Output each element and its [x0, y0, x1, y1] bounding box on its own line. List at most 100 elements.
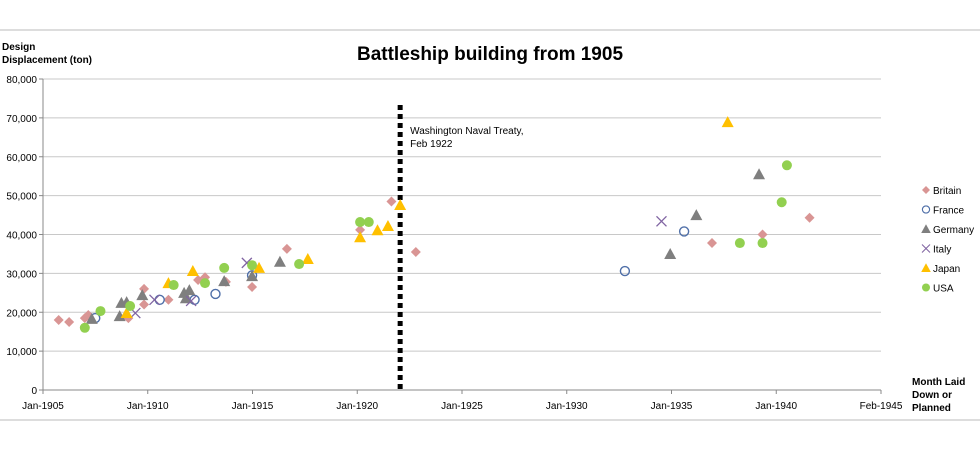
- legend-label: France: [933, 206, 965, 217]
- legend-marker-usa: [922, 283, 930, 292]
- data-point-britain: [281, 243, 292, 254]
- legend-item-usa: USA: [922, 283, 954, 295]
- data-point-germany: [218, 275, 231, 287]
- data-point-britain: [410, 246, 421, 257]
- y-tick-label: 20,000: [6, 308, 37, 319]
- chart-title: Battleship building from 1905: [357, 44, 623, 65]
- data-point-germany: [753, 168, 766, 180]
- legend-item-japan: Japan: [921, 263, 960, 275]
- series-germany: [85, 168, 766, 324]
- legend-item-germany: Germany: [921, 224, 974, 236]
- data-point-germany: [113, 310, 126, 322]
- data-point-italy: [656, 215, 667, 227]
- data-point-britain: [53, 315, 64, 326]
- y-tick-label: 80,000: [6, 75, 37, 86]
- data-point-usa: [79, 322, 90, 333]
- y-tick-label: 60,000: [6, 153, 37, 164]
- y-axis-label-line1: Design: [2, 42, 35, 53]
- data-point-germany: [183, 284, 196, 296]
- legend-label: Japan: [933, 264, 960, 275]
- data-point-japan: [394, 198, 407, 210]
- y-tick-label: 70,000: [6, 114, 37, 125]
- data-point-germany: [136, 289, 149, 301]
- x-axis-label-line2: Down or: [912, 390, 952, 401]
- data-point-britain: [386, 196, 397, 207]
- x-axis-label-line3: Planned: [912, 403, 951, 414]
- legend-label: Italy: [933, 245, 951, 256]
- data-point-britain: [163, 294, 174, 305]
- y-tick-label: 30,000: [6, 269, 37, 280]
- x-tick-label: Jan-1905: [22, 401, 64, 412]
- legend-marker-japan: [921, 263, 931, 272]
- data-point-britain: [757, 229, 768, 240]
- y-tick-label: 10,000: [6, 347, 37, 358]
- data-point-germany: [179, 292, 192, 304]
- data-point-usa: [781, 160, 792, 171]
- data-point-japan: [354, 231, 367, 243]
- data-point-britain: [355, 224, 366, 235]
- data-point-japan: [253, 261, 266, 273]
- legend-label: USA: [933, 284, 954, 295]
- x-tick-label: Jan-1925: [441, 401, 483, 412]
- data-point-france: [619, 265, 631, 277]
- x-tick-label: Jan-1910: [127, 401, 169, 412]
- legend-marker-britain: [922, 186, 930, 194]
- data-point-japan: [381, 219, 394, 231]
- data-point-germany: [690, 209, 703, 221]
- x-tick-label: Jan-1935: [651, 401, 693, 412]
- data-point-japan: [120, 307, 133, 319]
- x-tick-label: Jan-1940: [755, 401, 797, 412]
- data-point-germany: [664, 247, 677, 259]
- data-point-japan: [186, 265, 199, 277]
- data-point-usa: [363, 217, 374, 228]
- legend-marker-germany: [921, 224, 931, 233]
- x-tick-label: Jan-1920: [336, 401, 378, 412]
- legend-item-france: France: [921, 205, 965, 217]
- data-point-britain: [804, 212, 815, 223]
- data-point-usa: [95, 306, 106, 317]
- data-point-italy: [149, 294, 160, 306]
- data-point-france: [154, 294, 165, 306]
- data-point-britain: [139, 299, 150, 310]
- data-point-japan: [301, 252, 314, 264]
- x-axis-label-line1: Month Laid: [912, 377, 965, 388]
- y-axis-label-line2: Displacement (ton): [2, 55, 92, 66]
- legend-item-italy: Italy: [921, 244, 951, 256]
- data-point-germany: [246, 270, 259, 282]
- y-tick-label: 50,000: [6, 192, 37, 203]
- data-point-germany: [273, 255, 286, 267]
- data-point-japan: [721, 116, 734, 128]
- y-tick-label: 40,000: [6, 231, 37, 242]
- legend-marker-italy: [921, 244, 931, 253]
- legend-item-britain: Britain: [922, 186, 961, 197]
- x-tick-label: Feb-1945: [860, 401, 903, 412]
- series-france: [90, 226, 690, 324]
- data-point-japan: [371, 224, 384, 236]
- x-tick-label: Jan-1915: [232, 401, 274, 412]
- legend-marker-france: [921, 205, 931, 214]
- data-point-usa: [200, 278, 211, 289]
- data-point-usa: [168, 280, 179, 291]
- data-point-britain: [64, 316, 75, 327]
- data-point-usa: [219, 262, 230, 273]
- data-point-usa: [776, 197, 787, 208]
- data-point-usa: [247, 260, 258, 271]
- data-point-britain: [707, 238, 718, 249]
- data-point-usa: [125, 301, 136, 312]
- data-point-italy: [185, 295, 197, 307]
- x-tick-label: Jan-1930: [546, 401, 588, 412]
- annotation-line2: Feb 1922: [410, 139, 453, 150]
- series-usa: [79, 160, 792, 333]
- legend-label: Germany: [933, 225, 974, 236]
- annotation-line1: Washington Naval Treaty,: [410, 126, 523, 137]
- data-point-usa: [734, 238, 745, 249]
- data-point-france: [210, 288, 221, 300]
- data-point-usa: [757, 238, 768, 249]
- legend-label: Britain: [933, 186, 961, 197]
- y-tick-label: 0: [31, 386, 37, 397]
- data-point-germany: [85, 312, 98, 324]
- data-point-usa: [294, 259, 305, 270]
- series-britain: [53, 196, 815, 327]
